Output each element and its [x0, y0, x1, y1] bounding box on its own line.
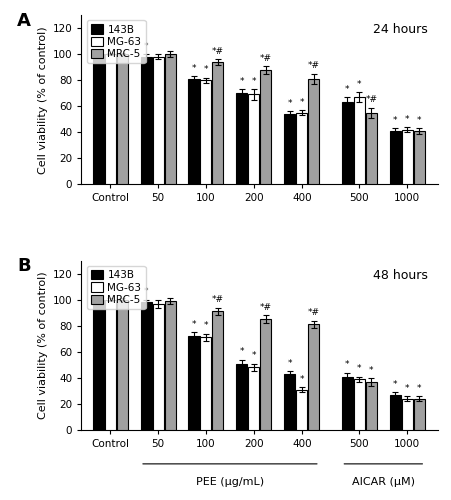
Text: *: * [392, 380, 397, 389]
Bar [353, 97, 364, 184]
Text: *: * [203, 66, 208, 74]
Text: *#: *# [259, 54, 272, 62]
Bar [413, 131, 424, 184]
Text: *#: *# [212, 296, 223, 304]
Bar [116, 300, 127, 430]
Text: *#: *# [259, 303, 272, 312]
Text: *: * [143, 288, 148, 296]
Text: *: * [143, 42, 148, 51]
Text: B: B [17, 257, 31, 275]
Bar [164, 301, 175, 430]
Text: *#: *# [307, 308, 319, 318]
Text: 24 hours: 24 hours [372, 24, 427, 36]
Text: AICAR (μM): AICAR (μM) [351, 478, 414, 488]
Bar [188, 79, 199, 184]
Bar [296, 112, 307, 184]
Bar [200, 80, 211, 184]
Text: *: * [239, 348, 244, 356]
Bar [248, 368, 259, 430]
Y-axis label: Cell viability (% of control): Cell viability (% of control) [38, 26, 48, 174]
Text: *: * [345, 85, 349, 94]
Bar [284, 374, 295, 430]
Bar [308, 79, 318, 184]
Text: *: * [299, 374, 304, 384]
Bar [296, 390, 307, 430]
Text: *: * [356, 364, 361, 374]
Text: *: * [299, 98, 304, 107]
Text: *: * [251, 352, 256, 360]
Bar [365, 382, 376, 430]
Bar [341, 376, 352, 430]
Legend: 143B, MG-63, MRC-5: 143B, MG-63, MRC-5 [87, 20, 145, 64]
Bar [140, 302, 151, 430]
Bar [116, 54, 127, 184]
Bar [389, 395, 400, 430]
Text: *: * [416, 384, 421, 393]
Bar [260, 70, 271, 184]
Text: *: * [392, 116, 397, 125]
Bar [353, 379, 364, 430]
Bar [341, 102, 352, 184]
Bar [308, 324, 318, 430]
Bar [401, 130, 412, 184]
Text: *#: *# [307, 62, 319, 70]
Bar [389, 131, 400, 184]
Text: *#: *# [364, 96, 377, 104]
Bar [152, 304, 163, 430]
Bar [188, 336, 199, 430]
Bar [140, 56, 151, 184]
Bar [164, 54, 175, 184]
Text: *: * [404, 384, 409, 393]
Bar [365, 112, 376, 184]
Text: 48 hours: 48 hours [372, 269, 427, 282]
Text: *: * [191, 64, 196, 73]
Text: *: * [345, 360, 349, 370]
Text: *: * [368, 366, 373, 374]
Y-axis label: Cell viability (% of control): Cell viability (% of control) [38, 272, 48, 419]
Bar [92, 300, 103, 430]
Bar [236, 93, 247, 184]
Text: *: * [287, 99, 291, 108]
Bar [212, 62, 223, 184]
Text: *: * [404, 115, 409, 124]
Text: PEE (μg/mL): PEE (μg/mL) [195, 478, 263, 488]
Bar [92, 54, 103, 184]
Legend: 143B, MG-63, MRC-5: 143B, MG-63, MRC-5 [87, 266, 145, 309]
Bar [200, 338, 211, 430]
Bar [284, 114, 295, 184]
Text: *: * [287, 359, 291, 368]
Text: A: A [17, 12, 31, 30]
Text: *#: *# [212, 47, 223, 56]
Bar [152, 56, 163, 184]
Text: *: * [416, 116, 421, 125]
Text: *: * [203, 322, 208, 330]
Text: *: * [191, 320, 196, 329]
Text: *: * [356, 80, 361, 88]
Bar [401, 398, 412, 430]
Bar [104, 54, 115, 184]
Bar [212, 312, 223, 430]
Text: *: * [239, 77, 244, 86]
Bar [260, 319, 271, 430]
Bar [236, 364, 247, 430]
Bar [104, 300, 115, 430]
Bar [248, 94, 259, 184]
Text: *: * [251, 77, 256, 86]
Bar [413, 398, 424, 430]
